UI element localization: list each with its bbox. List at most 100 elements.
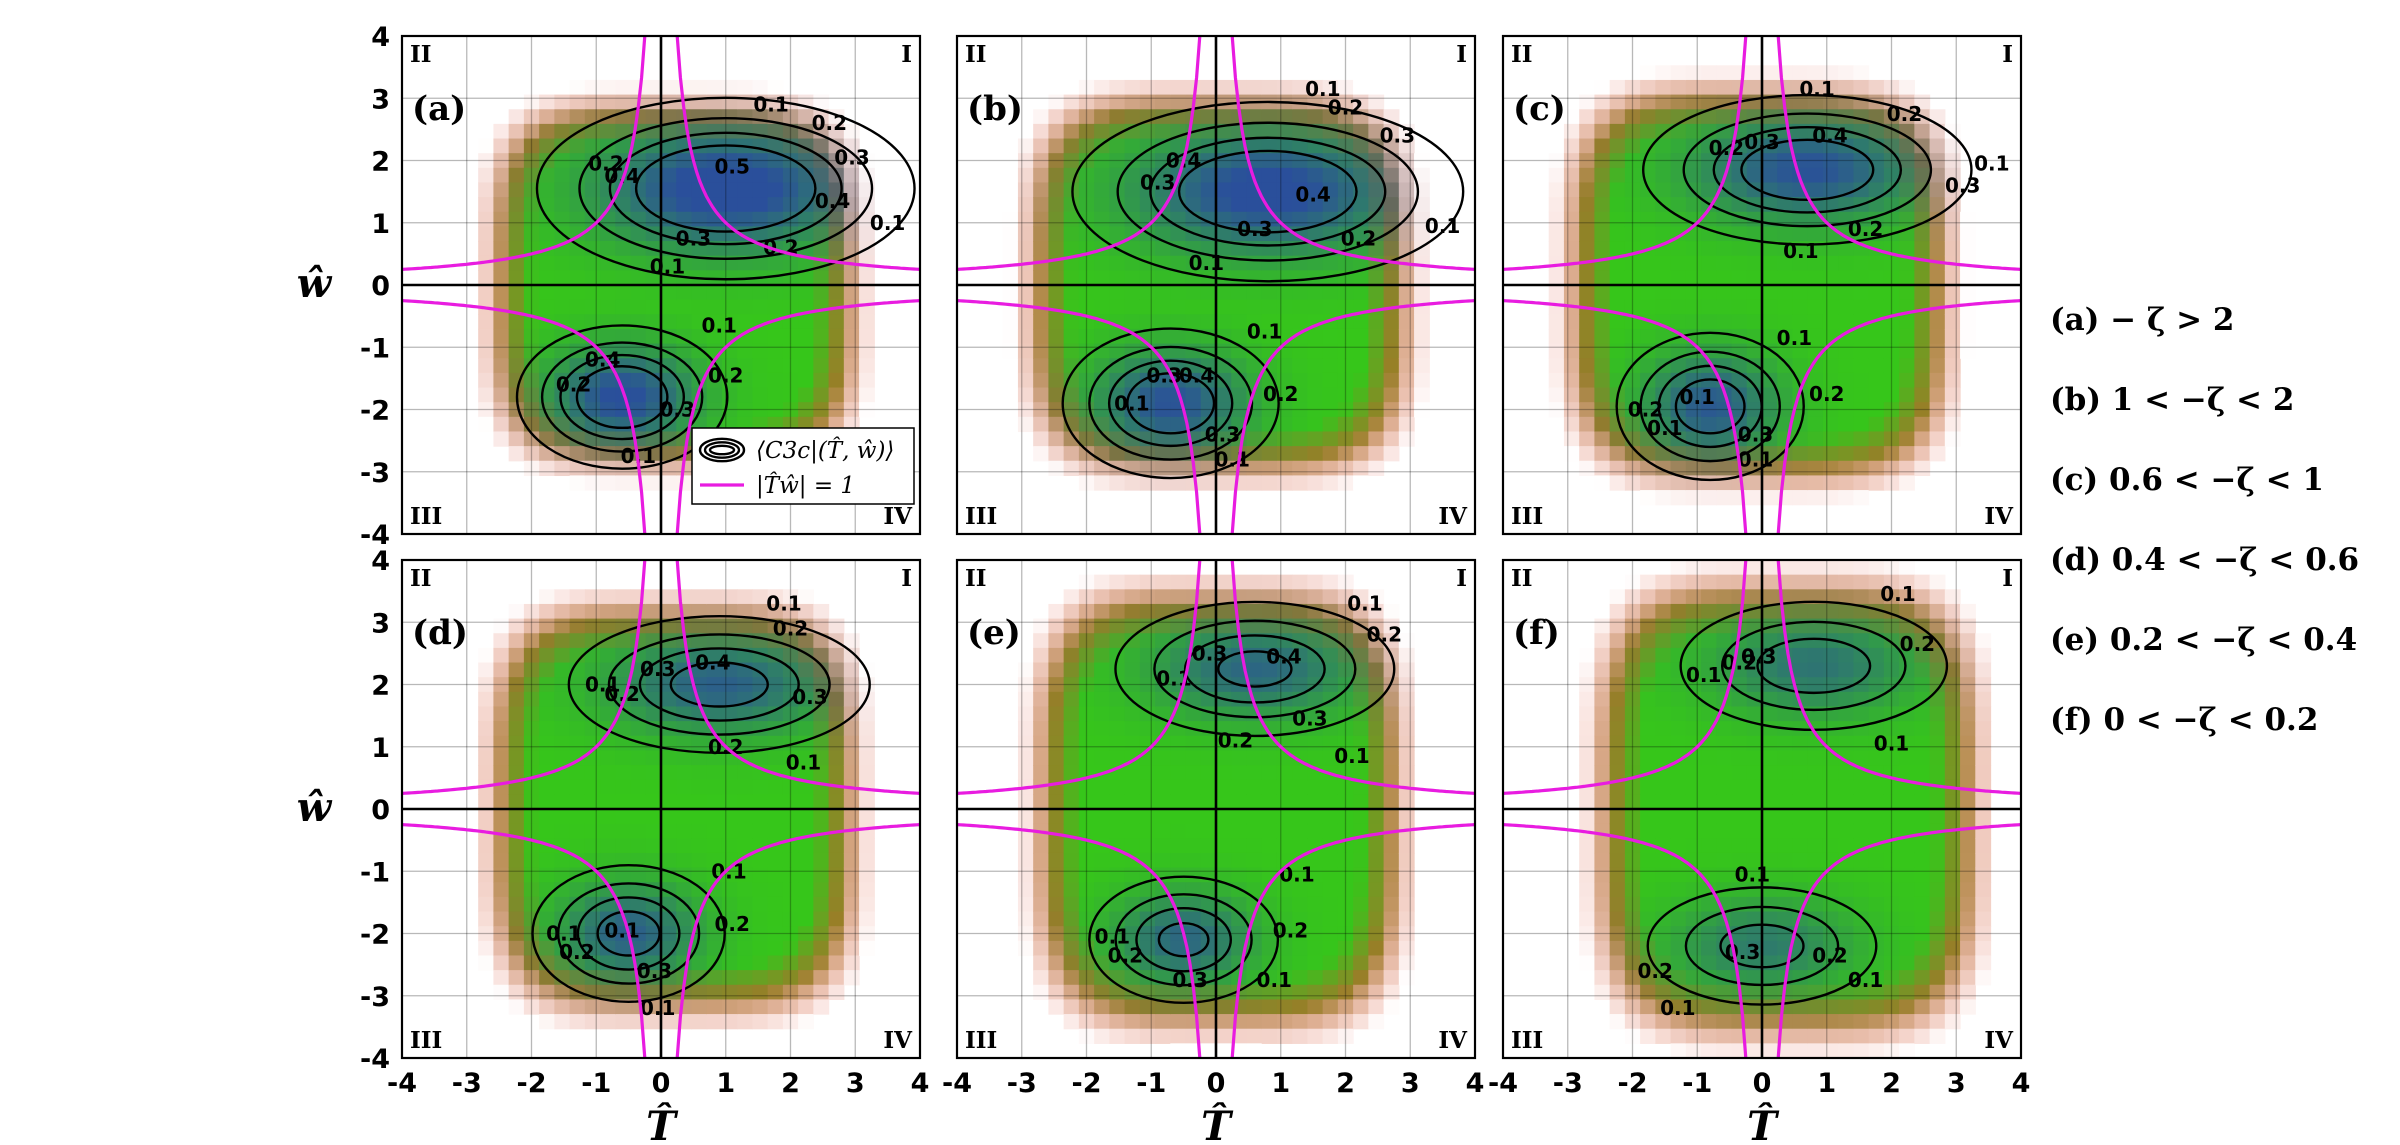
heatmap-cell — [752, 794, 769, 810]
heatmap-cell — [1048, 735, 1065, 752]
heatmap-cell — [813, 94, 830, 110]
heatmap-cell — [1109, 574, 1126, 590]
heatmap-cell — [645, 589, 662, 605]
heatmap-cell — [1185, 867, 1202, 883]
heatmap-cell — [1899, 911, 1915, 927]
heatmap-cell — [1579, 662, 1596, 678]
heatmap-cell — [1033, 387, 1050, 403]
heatmap-cell — [493, 633, 510, 649]
heatmap-cell — [737, 765, 754, 781]
heatmap-cell — [1078, 750, 1095, 766]
heatmap-cell — [645, 809, 662, 825]
heatmap-cell — [1063, 285, 1080, 301]
heatmap-cell — [1322, 109, 1339, 125]
heatmap-cell — [1822, 970, 1839, 986]
heatmap-cell — [569, 241, 586, 257]
heatmap-cell — [661, 123, 677, 140]
heatmap-cell — [1216, 618, 1232, 634]
heatmap-cell — [1216, 241, 1232, 257]
heatmap-cell — [493, 896, 510, 913]
contour-line — [1071, 100, 1465, 283]
contour-label: 0.2 — [1218, 729, 1253, 753]
heatmap-cell — [554, 211, 571, 228]
heatmap-cell — [843, 838, 860, 854]
heatmap-cell — [828, 896, 845, 913]
heatmap-cell — [737, 852, 754, 869]
heatmap-cell — [569, 633, 586, 649]
heatmap-cell — [539, 882, 555, 898]
heatmap-cell — [813, 285, 830, 301]
heatmap-cell — [1624, 109, 1641, 125]
heatmap-cell — [1155, 182, 1171, 198]
x-tick-label: -3 — [452, 1068, 482, 1099]
heatmap-cell — [1170, 446, 1187, 462]
heatmap-cell — [1185, 299, 1202, 315]
heatmap-cell — [1276, 603, 1293, 620]
heatmap-cell — [1078, 809, 1095, 825]
heatmap-cell — [1579, 911, 1596, 927]
heatmap-cell — [1353, 1014, 1369, 1030]
contour-label: 0.4 — [1179, 363, 1214, 387]
heatmap-cell — [569, 475, 586, 491]
heatmap-cell — [1048, 647, 1065, 664]
panel-frame — [1501, 34, 2023, 536]
heatmap-cell — [1685, 560, 1702, 576]
heatmap-cell — [1746, 402, 1763, 418]
heatmap-cell — [782, 677, 799, 693]
heatmap-cell — [1746, 940, 1763, 957]
hyperbola-branch — [402, 36, 647, 272]
heatmap-cell — [615, 475, 632, 491]
heatmap-cell — [1579, 241, 1596, 257]
heatmap-cell — [1048, 343, 1065, 359]
heatmap-cell — [569, 402, 586, 418]
heatmap-cell — [1716, 633, 1733, 649]
heatmap-cell — [813, 999, 830, 1015]
heatmap-cell — [1883, 416, 1900, 433]
heatmap-cell — [1231, 765, 1248, 781]
heatmap-cell — [1094, 706, 1110, 722]
heatmap-cell — [1276, 794, 1293, 810]
heatmap-cell — [1124, 314, 1141, 330]
heatmap-cell — [1002, 211, 1019, 228]
heatmap-cell — [661, 823, 677, 839]
heatmap-cell — [1200, 662, 1217, 678]
contour-line — [1061, 327, 1280, 480]
heatmap-cell — [661, 460, 677, 477]
heatmap-cell — [1033, 285, 1050, 301]
heatmap-cell — [1048, 911, 1065, 927]
heatmap-cell — [1731, 416, 1748, 433]
heatmap-cell — [1155, 94, 1171, 110]
heatmap-cell — [1899, 662, 1915, 678]
heatmap-cell — [1353, 662, 1369, 678]
heatmap-cell — [859, 285, 875, 301]
heatmap-cell — [1655, 794, 1672, 810]
heatmap-cell — [859, 896, 875, 913]
heatmap-cell — [508, 721, 525, 737]
heatmap-cell — [1716, 328, 1733, 345]
heatmap-cell — [1109, 226, 1126, 242]
heatmap-cell — [523, 431, 540, 447]
heatmap-cell — [645, 735, 662, 752]
heatmap-cell — [1063, 618, 1080, 634]
heatmap-cell — [1914, 999, 1931, 1015]
heatmap-cell — [615, 882, 632, 898]
heatmap-cell — [1307, 999, 1324, 1015]
heatmap-cell — [1868, 618, 1885, 634]
heatmap-cell — [1246, 328, 1263, 345]
heatmap-cell — [1731, 911, 1748, 927]
heatmap-cell — [1777, 1043, 1794, 1058]
heatmap-cell — [1292, 343, 1309, 359]
heatmap-cell — [1337, 750, 1354, 766]
heatmap-cell — [1322, 999, 1339, 1015]
heatmap-cell — [584, 270, 601, 286]
heatmap-cell — [843, 750, 860, 766]
heatmap-cell — [1109, 794, 1126, 810]
heatmap-cell — [1368, 358, 1385, 374]
heatmap-cell — [767, 984, 784, 1001]
heatmap-cell — [1807, 65, 1824, 81]
heatmap-cell — [1139, 677, 1156, 693]
heatmap-cell — [1670, 65, 1687, 81]
heatmap-cell — [767, 647, 784, 664]
heatmap-cell — [1322, 794, 1339, 810]
heatmap-cell — [493, 677, 510, 693]
